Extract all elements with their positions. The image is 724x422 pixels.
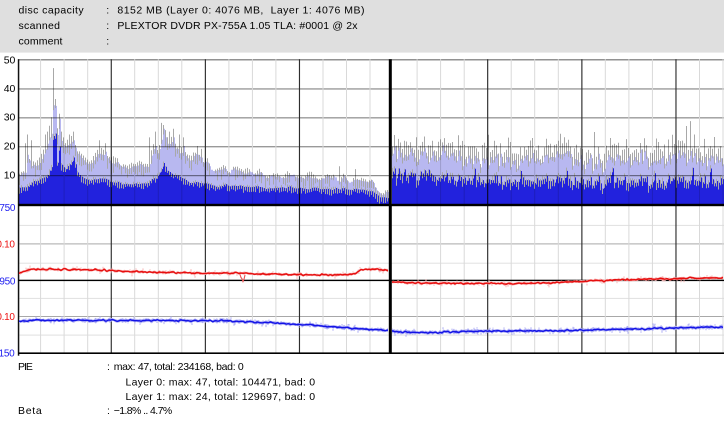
svg-text:Layer 0: max: 47, total: 10447: Layer 0: max: 47, total: 104471, bad: 0: [126, 377, 316, 389]
svg-text:PIE: PIE: [18, 361, 33, 373]
svg-text:scanned: scanned: [19, 20, 61, 32]
svg-text::: :: [106, 36, 109, 48]
svg-text:30: 30: [4, 112, 16, 124]
svg-text::: :: [107, 361, 110, 373]
svg-text:0.10: 0.10: [0, 312, 15, 323]
svg-text::: :: [106, 4, 109, 16]
svg-text:40: 40: [4, 83, 16, 95]
svg-text:50: 50: [4, 55, 16, 67]
svg-text:0.10: 0.10: [0, 239, 15, 250]
svg-text:Beta: Beta: [18, 405, 42, 417]
svg-text:0.950: 0.950: [0, 276, 16, 287]
svg-text:8152 MB (Layer 0: 4076 MB, La: 8152 MB (Layer 0: 4076 MB, Layer 1: 4076…: [117, 4, 365, 16]
svg-text::: :: [107, 405, 110, 417]
svg-text:comment: comment: [19, 36, 63, 48]
svg-text:max: 47, total: 234168, bad: 0: max: 47, total: 234168, bad: 0: [114, 361, 244, 373]
svg-text::: :: [106, 20, 109, 32]
svg-text:10: 10: [4, 170, 16, 182]
svg-text:disc capacity: disc capacity: [19, 4, 85, 16]
svg-text:0.150: 0.150: [0, 348, 15, 359]
svg-text:0.750: 0.750: [0, 203, 16, 214]
svg-text:Layer 1: max: 24, total: 12969: Layer 1: max: 24, total: 129697, bad: 0: [126, 391, 316, 403]
svg-text:PLEXTOR DVDR PX-755A 1.05 TLA:: PLEXTOR DVDR PX-755A 1.05 TLA: #0001 @ 2…: [117, 20, 358, 32]
svg-text:−1.8% .. 4.7%: −1.8% .. 4.7%: [114, 405, 172, 417]
svg-text:20: 20: [4, 141, 16, 153]
